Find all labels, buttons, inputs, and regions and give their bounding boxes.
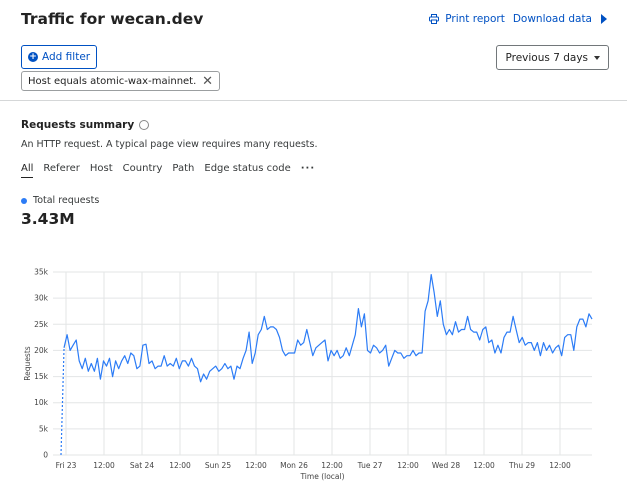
tab-all[interactable]: All xyxy=(21,163,34,178)
more-icon[interactable]: ··· xyxy=(300,163,316,174)
y-axis-label: Requests xyxy=(23,346,32,380)
tab-host[interactable]: Host xyxy=(89,163,113,174)
x-tick-label: Mon 26 xyxy=(280,461,308,470)
section-title-text: Requests summary xyxy=(21,119,135,131)
add-filter-button[interactable]: + Add filter xyxy=(21,45,98,69)
x-tick-label: Sat 24 xyxy=(130,461,154,470)
section-description: An HTTP request. A typical page view req… xyxy=(21,139,318,150)
plus-circle-icon: + xyxy=(28,52,38,62)
x-tick-label: Sun 25 xyxy=(205,461,231,470)
filter-chip-label: Host equals atomic-wax-mainnet.weca... xyxy=(28,75,197,87)
filter-chip[interactable]: Host equals atomic-wax-mainnet.weca... ✕ xyxy=(21,71,220,91)
x-tick-label: 12:00 xyxy=(245,461,267,470)
y-tick-label: 35k xyxy=(34,268,49,277)
printer-icon[interactable] xyxy=(429,14,440,24)
series-ramp-line xyxy=(60,347,65,456)
page-title: Traffic for wecan.dev xyxy=(21,10,204,28)
legend-dot-icon xyxy=(21,197,27,204)
x-tick-label: Fri 23 xyxy=(56,461,77,470)
download-data-link[interactable]: Download data xyxy=(512,13,592,25)
divider xyxy=(0,100,627,101)
close-icon[interactable]: ✕ xyxy=(202,73,213,89)
series-line-total-requests xyxy=(63,274,593,383)
time-period-select[interactable]: Previous 7 days xyxy=(496,45,609,70)
x-tick-label: 12:00 xyxy=(397,461,419,470)
x-tick-label: Tue 27 xyxy=(357,461,383,470)
x-tick-label: 12:00 xyxy=(473,461,495,470)
y-tick-label: 10k xyxy=(34,398,49,407)
requests-chart: 0 5k 10k 15k 20k 25k 30k 35k Fri 23 12:00 Sat 24 12… xyxy=(23,268,593,481)
y-tick-label: 15k xyxy=(34,372,49,381)
tab-path[interactable]: Path xyxy=(172,163,195,174)
x-tick-label: 12:00 xyxy=(549,461,571,470)
report-actions: Print report Download data xyxy=(429,13,607,25)
print-report-link[interactable]: Print report xyxy=(445,13,505,25)
y-tick-label: 30k xyxy=(34,294,49,303)
chevron-down-icon xyxy=(594,55,600,60)
tab-edge-status-code[interactable]: Edge status code xyxy=(204,163,291,174)
x-tick-label: 12:00 xyxy=(321,461,343,470)
y-tick-label: 20k xyxy=(34,346,49,355)
x-tick-label: Thu 29 xyxy=(508,461,535,470)
y-tick-label: 25k xyxy=(34,320,49,329)
tab-country[interactable]: Country xyxy=(122,163,163,174)
total-requests-value: 3.43M xyxy=(21,210,75,228)
x-axis-label: Time (local) xyxy=(299,472,344,481)
add-filter-label: Add filter xyxy=(42,51,91,63)
section-title: Requests summary xyxy=(21,119,150,131)
legend: Total requests xyxy=(21,195,99,206)
caret-right-icon[interactable] xyxy=(601,14,607,24)
x-tick-label: 12:00 xyxy=(93,461,115,470)
clock-icon[interactable] xyxy=(139,120,150,130)
dimension-tabs: All Referer Host Country Path Edge statu… xyxy=(21,163,315,178)
legend-label: Total requests xyxy=(33,195,100,206)
tab-referer[interactable]: Referer xyxy=(43,163,80,174)
y-tick-label: 5k xyxy=(39,424,49,433)
time-period-label: Previous 7 days xyxy=(505,51,588,64)
x-tick-label: Wed 28 xyxy=(432,461,461,470)
x-tick-label: 12:00 xyxy=(169,461,191,470)
y-tick-label: 0 xyxy=(43,451,48,460)
